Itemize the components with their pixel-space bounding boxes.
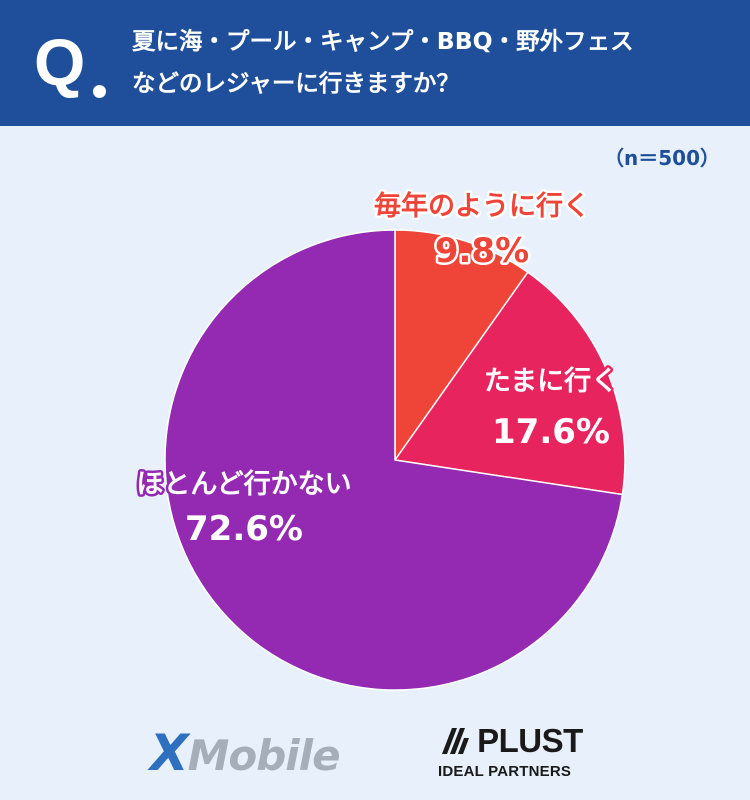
question-header: Q 夏に海・プール・キャンプ・BBQ・野外フェス などのレジャーに行きますか？ [0, 0, 750, 126]
q-mark: Q [34, 25, 86, 99]
plust-mark-icon [442, 728, 469, 754]
plust-logo-subtitle: IDEAL PARTNERS [438, 763, 572, 780]
plust-logo-name: PLUST [477, 722, 583, 759]
question-line-2: などのレジャーに行きますか？ [132, 69, 460, 97]
plust-logo: PLUST IDEAL PARTNERS [438, 722, 583, 781]
slice-label-3: ほとんど行かない [136, 468, 351, 500]
slice-value-1: 9.8% [435, 231, 529, 271]
xmobile-logo-text: Mobile [187, 731, 341, 780]
slice-label-1: 毎年のように行く [374, 190, 590, 222]
xmobile-logo-x: X [150, 724, 189, 782]
sample-size: （n＝500） [604, 146, 720, 170]
pie-slice-3 [164, 229, 624, 691]
slice-value-3: 72.6% [185, 509, 303, 549]
slice-value-2: 17.6% [492, 412, 610, 452]
question-line-1: 夏に海・プール・キャンプ・BBQ・野外フェス [132, 27, 634, 55]
pie-slices [164, 229, 626, 691]
pie-slice-2 [393, 271, 626, 496]
xmobile-logo: XMobile [150, 724, 341, 782]
pie-labels: 毎年のように行く 9.8% たまに行く 17.6% ほとんど行かない 72.6% [134, 188, 621, 552]
question-text: 夏に海・プール・キャンプ・BBQ・野外フェス などのレジャーに行きますか？ [132, 20, 732, 104]
q-dot [93, 85, 106, 98]
slice-label-2: たまに行く [484, 365, 618, 397]
pie-slice-1 [394, 229, 529, 463]
